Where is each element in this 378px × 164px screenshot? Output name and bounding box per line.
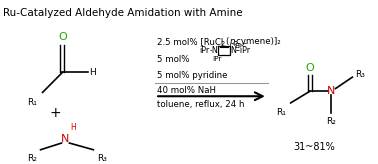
Text: iPr: iPr xyxy=(212,56,222,62)
Text: 31~81%: 31~81% xyxy=(294,142,335,152)
Text: +: + xyxy=(231,42,236,47)
Text: -N: -N xyxy=(210,46,218,55)
Text: R₁: R₁ xyxy=(27,98,37,107)
Text: toluene, reflux, 24 h: toluene, reflux, 24 h xyxy=(157,100,245,109)
Text: O: O xyxy=(58,32,67,42)
Text: Br: Br xyxy=(234,43,242,49)
Text: 5 mol%: 5 mol% xyxy=(157,55,190,64)
Text: -cymene)]₂: -cymene)]₂ xyxy=(234,37,282,46)
Text: R₂: R₂ xyxy=(27,154,37,163)
Text: 2: 2 xyxy=(221,41,225,47)
Text: 2.5 mol% [RuCl: 2.5 mol% [RuCl xyxy=(157,37,223,46)
Text: 5 mol% pyridine: 5 mol% pyridine xyxy=(157,71,228,80)
Text: 40 mol% NaH: 40 mol% NaH xyxy=(157,86,216,95)
Text: R₃: R₃ xyxy=(98,154,107,163)
Text: R₁: R₁ xyxy=(276,108,286,117)
Text: −: − xyxy=(242,40,247,45)
Text: iPr: iPr xyxy=(200,46,210,55)
Text: H: H xyxy=(70,123,76,132)
Text: p: p xyxy=(229,37,234,46)
Text: (: ( xyxy=(225,37,228,46)
Text: H: H xyxy=(89,68,96,77)
Text: N: N xyxy=(61,134,70,144)
Text: R₃: R₃ xyxy=(355,70,365,79)
Text: O: O xyxy=(305,63,314,73)
Text: N–iPr: N–iPr xyxy=(230,46,250,55)
Text: R₂: R₂ xyxy=(327,117,336,126)
Text: Ru-Catalyzed Aldehyde Amidation with Amine: Ru-Catalyzed Aldehyde Amidation with Ami… xyxy=(3,8,242,18)
Text: N: N xyxy=(327,86,336,96)
Text: +: + xyxy=(50,106,61,120)
